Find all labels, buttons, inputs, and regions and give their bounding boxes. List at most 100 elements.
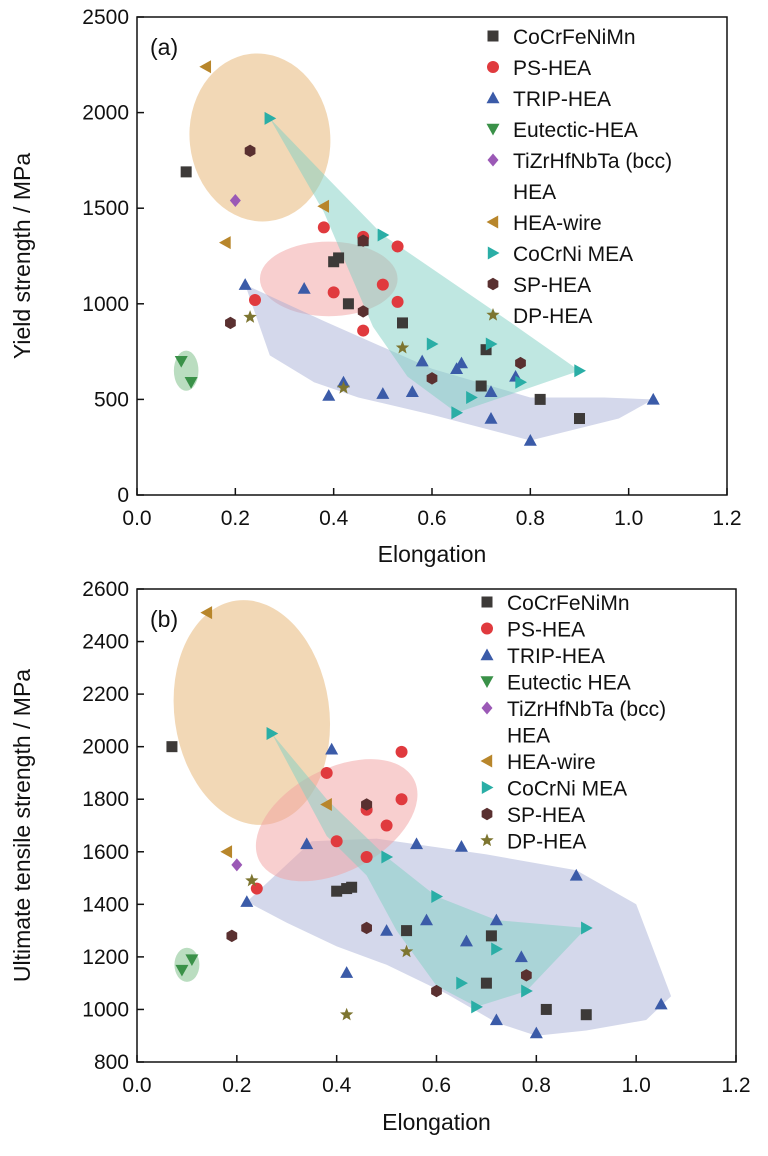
data-point [471, 1000, 483, 1014]
legend-label: PS-HEA [513, 57, 591, 80]
y-tick-label: 2500 [82, 6, 129, 29]
data-point [480, 977, 492, 989]
data-point [515, 356, 526, 370]
data-point [520, 969, 532, 982]
data-point [484, 385, 498, 397]
legend-label: TiZrHfNbTa (bcc) [507, 698, 666, 721]
data-point [491, 942, 503, 956]
panel-a: 0.0 0.2 0.4 0.6 0.8 1.0 1.2 0 500 1000 1500 2000 250… [9, 6, 742, 567]
data-point [514, 950, 528, 963]
data-point [330, 835, 343, 848]
legend-label: DP-HEA [507, 831, 586, 854]
data-point [331, 885, 343, 897]
legend-label: HEA [513, 181, 556, 204]
data-point [361, 921, 372, 935]
data-point [580, 1009, 592, 1021]
data-point [380, 924, 394, 936]
legend-label: PS-HEA [507, 619, 585, 642]
data-point [574, 364, 586, 378]
legend-label: CoCrFeNiMn [507, 592, 630, 615]
shaded-regions [173, 53, 654, 441]
x-tick-label: 0.0 [122, 507, 151, 530]
data-point [376, 387, 390, 399]
data-point [240, 895, 254, 907]
data-point [569, 868, 583, 881]
y-tick-label: 500 [94, 388, 129, 411]
x-tick-label: 1.0 [614, 507, 643, 530]
x-tick-label: 0.6 [417, 507, 446, 530]
data-point [243, 310, 257, 323]
legend-marker [481, 781, 494, 794]
y-tick-label: 1000 [82, 998, 129, 1021]
data-point [317, 199, 330, 213]
data-point [166, 741, 178, 753]
region-4 [174, 947, 200, 982]
data-point [420, 913, 434, 926]
legend-marker [486, 215, 499, 229]
data-point [327, 286, 340, 299]
legend-label: Eutectic HEA [507, 672, 631, 695]
data-point [361, 798, 372, 811]
legend-label: Eutectic-HEA [513, 119, 638, 142]
legend-marker [480, 833, 494, 847]
x-axis-label: Elongation [382, 1109, 491, 1135]
legend-label: TiZrHfNbTa (bcc) [513, 150, 672, 173]
x-tick-label: 0.0 [122, 1074, 151, 1097]
data-points [166, 606, 668, 1039]
data-point [515, 375, 527, 389]
legend-label: TRIP-HEA [507, 645, 605, 668]
legend-label: HEA-wire [513, 212, 602, 235]
legend-marker [487, 277, 499, 291]
y-tick-label: 1500 [82, 197, 129, 220]
panel-label: (b) [150, 606, 178, 632]
data-point [581, 921, 593, 935]
legend: CoCrFeNiMn PS-HEA TRIP-HEA Eutectic HEA TiZr… [480, 592, 666, 854]
data-point [266, 727, 279, 741]
y-tick-label: 0 [117, 484, 129, 507]
data-point [325, 742, 339, 755]
data-point [391, 295, 404, 308]
data-point [244, 144, 256, 158]
data-point [529, 1026, 543, 1039]
legend-marker [481, 596, 493, 608]
data-point [395, 340, 410, 354]
data-point [485, 337, 498, 351]
data-point [454, 840, 468, 852]
data-point [357, 234, 369, 247]
x-tick-label: 0.4 [322, 1074, 352, 1097]
data-point [431, 984, 442, 998]
data-point [451, 406, 464, 420]
x-tick-label: 0.8 [516, 507, 545, 530]
data-point [185, 954, 199, 967]
x-tick-label: 0.2 [221, 507, 250, 530]
data-point [426, 372, 438, 385]
data-point [357, 305, 369, 318]
legend-label: CoCrNi MEA [513, 243, 633, 266]
data-point [357, 324, 370, 337]
legend-label: HEA-wire [507, 751, 596, 774]
y-axis-label: Yield strength / MPa [9, 153, 35, 359]
data-point [395, 793, 408, 806]
y-axis-label: Ultimate tensile strength / MPa [9, 669, 35, 982]
data-point [485, 930, 497, 942]
data-point [336, 380, 351, 394]
y-tick-label: 800 [94, 1051, 129, 1074]
y-tick-label: 1400 [82, 893, 129, 916]
legend-label: HEA [507, 725, 550, 748]
panel-b: 0.0 0.2 0.4 0.6 0.8 1.0 1.2 800 1000 1200 1400 1600… [9, 578, 751, 1135]
data-point [654, 997, 668, 1010]
data-point [415, 354, 429, 367]
x-tick-label: 0.2 [222, 1074, 251, 1097]
data-point [226, 929, 238, 943]
data-point [220, 845, 233, 859]
x-tick-label: 1.2 [712, 507, 741, 530]
y-tick-label: 2400 [82, 631, 129, 654]
y-tick-label: 1200 [82, 946, 129, 969]
data-point [380, 819, 393, 832]
legend-marker [480, 676, 494, 688]
legend: CoCrFeNiMn PS-HEA TRIP-HEA Eutectic-HEA TiZr… [486, 26, 672, 328]
legend-marker [486, 123, 500, 136]
data-point [175, 964, 189, 977]
region-3 [271, 733, 587, 1007]
